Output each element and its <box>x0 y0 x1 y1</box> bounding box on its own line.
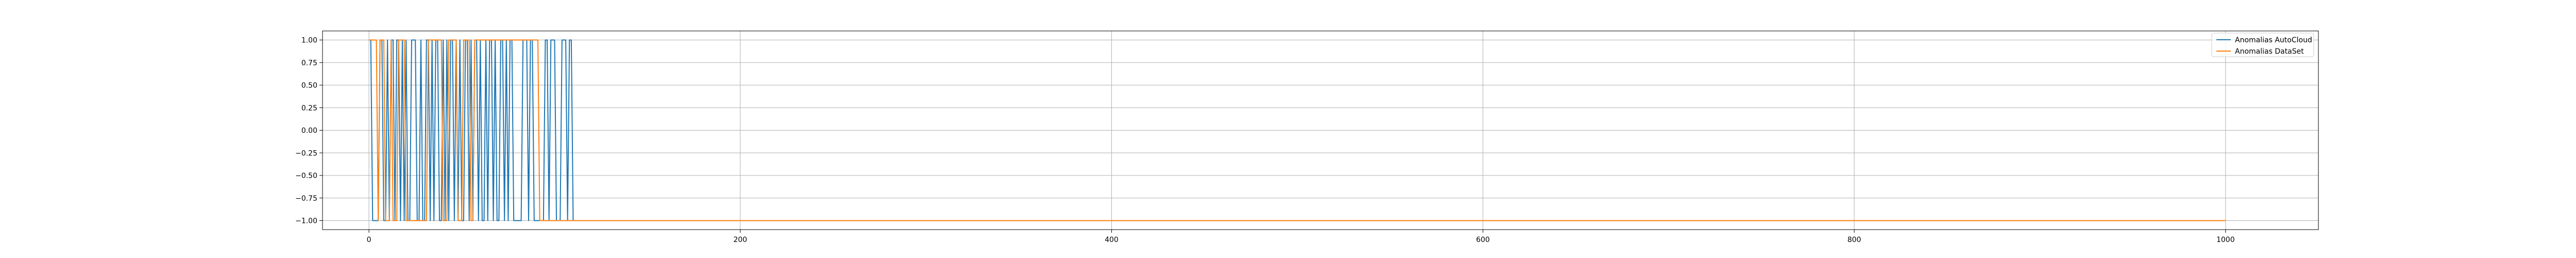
y-tick-label: 0.75 <box>301 59 317 67</box>
x-tick-label: 600 <box>1476 236 1490 244</box>
legend-box <box>2211 33 2314 57</box>
y-tick-label: −1.00 <box>295 217 317 225</box>
y-tick-label: −0.75 <box>295 195 317 203</box>
series-line-autocloud <box>369 39 601 221</box>
legend: Anomalias AutoCloud Anomalias DataSet <box>2211 33 2314 57</box>
y-tick-label: 0.50 <box>301 82 317 90</box>
x-tick-label: 0 <box>367 236 371 244</box>
y-tick-label: −0.25 <box>295 149 317 157</box>
series-layer <box>369 39 2226 221</box>
x-tick-label: 1000 <box>2216 236 2235 244</box>
x-tick-label: 200 <box>733 236 747 244</box>
y-tick-label: 0.00 <box>301 127 317 135</box>
y-tick-label: −0.50 <box>295 172 317 180</box>
y-tick-label: 0.25 <box>301 104 317 112</box>
y-tick-label: 1.00 <box>301 37 317 45</box>
legend-label-dataset: Anomalias DataSet <box>2235 47 2304 56</box>
x-tick-label: 800 <box>1848 236 1861 244</box>
x-tick-label: 400 <box>1105 236 1118 244</box>
series-line-dataset <box>369 39 2226 221</box>
ticks-layer: 0 200 400 600 800 1000 1.00 0.75 0.50 0.25 0.00 −0.… <box>295 37 2235 245</box>
legend-label-autocloud: Anomalias AutoCloud <box>2235 36 2312 44</box>
